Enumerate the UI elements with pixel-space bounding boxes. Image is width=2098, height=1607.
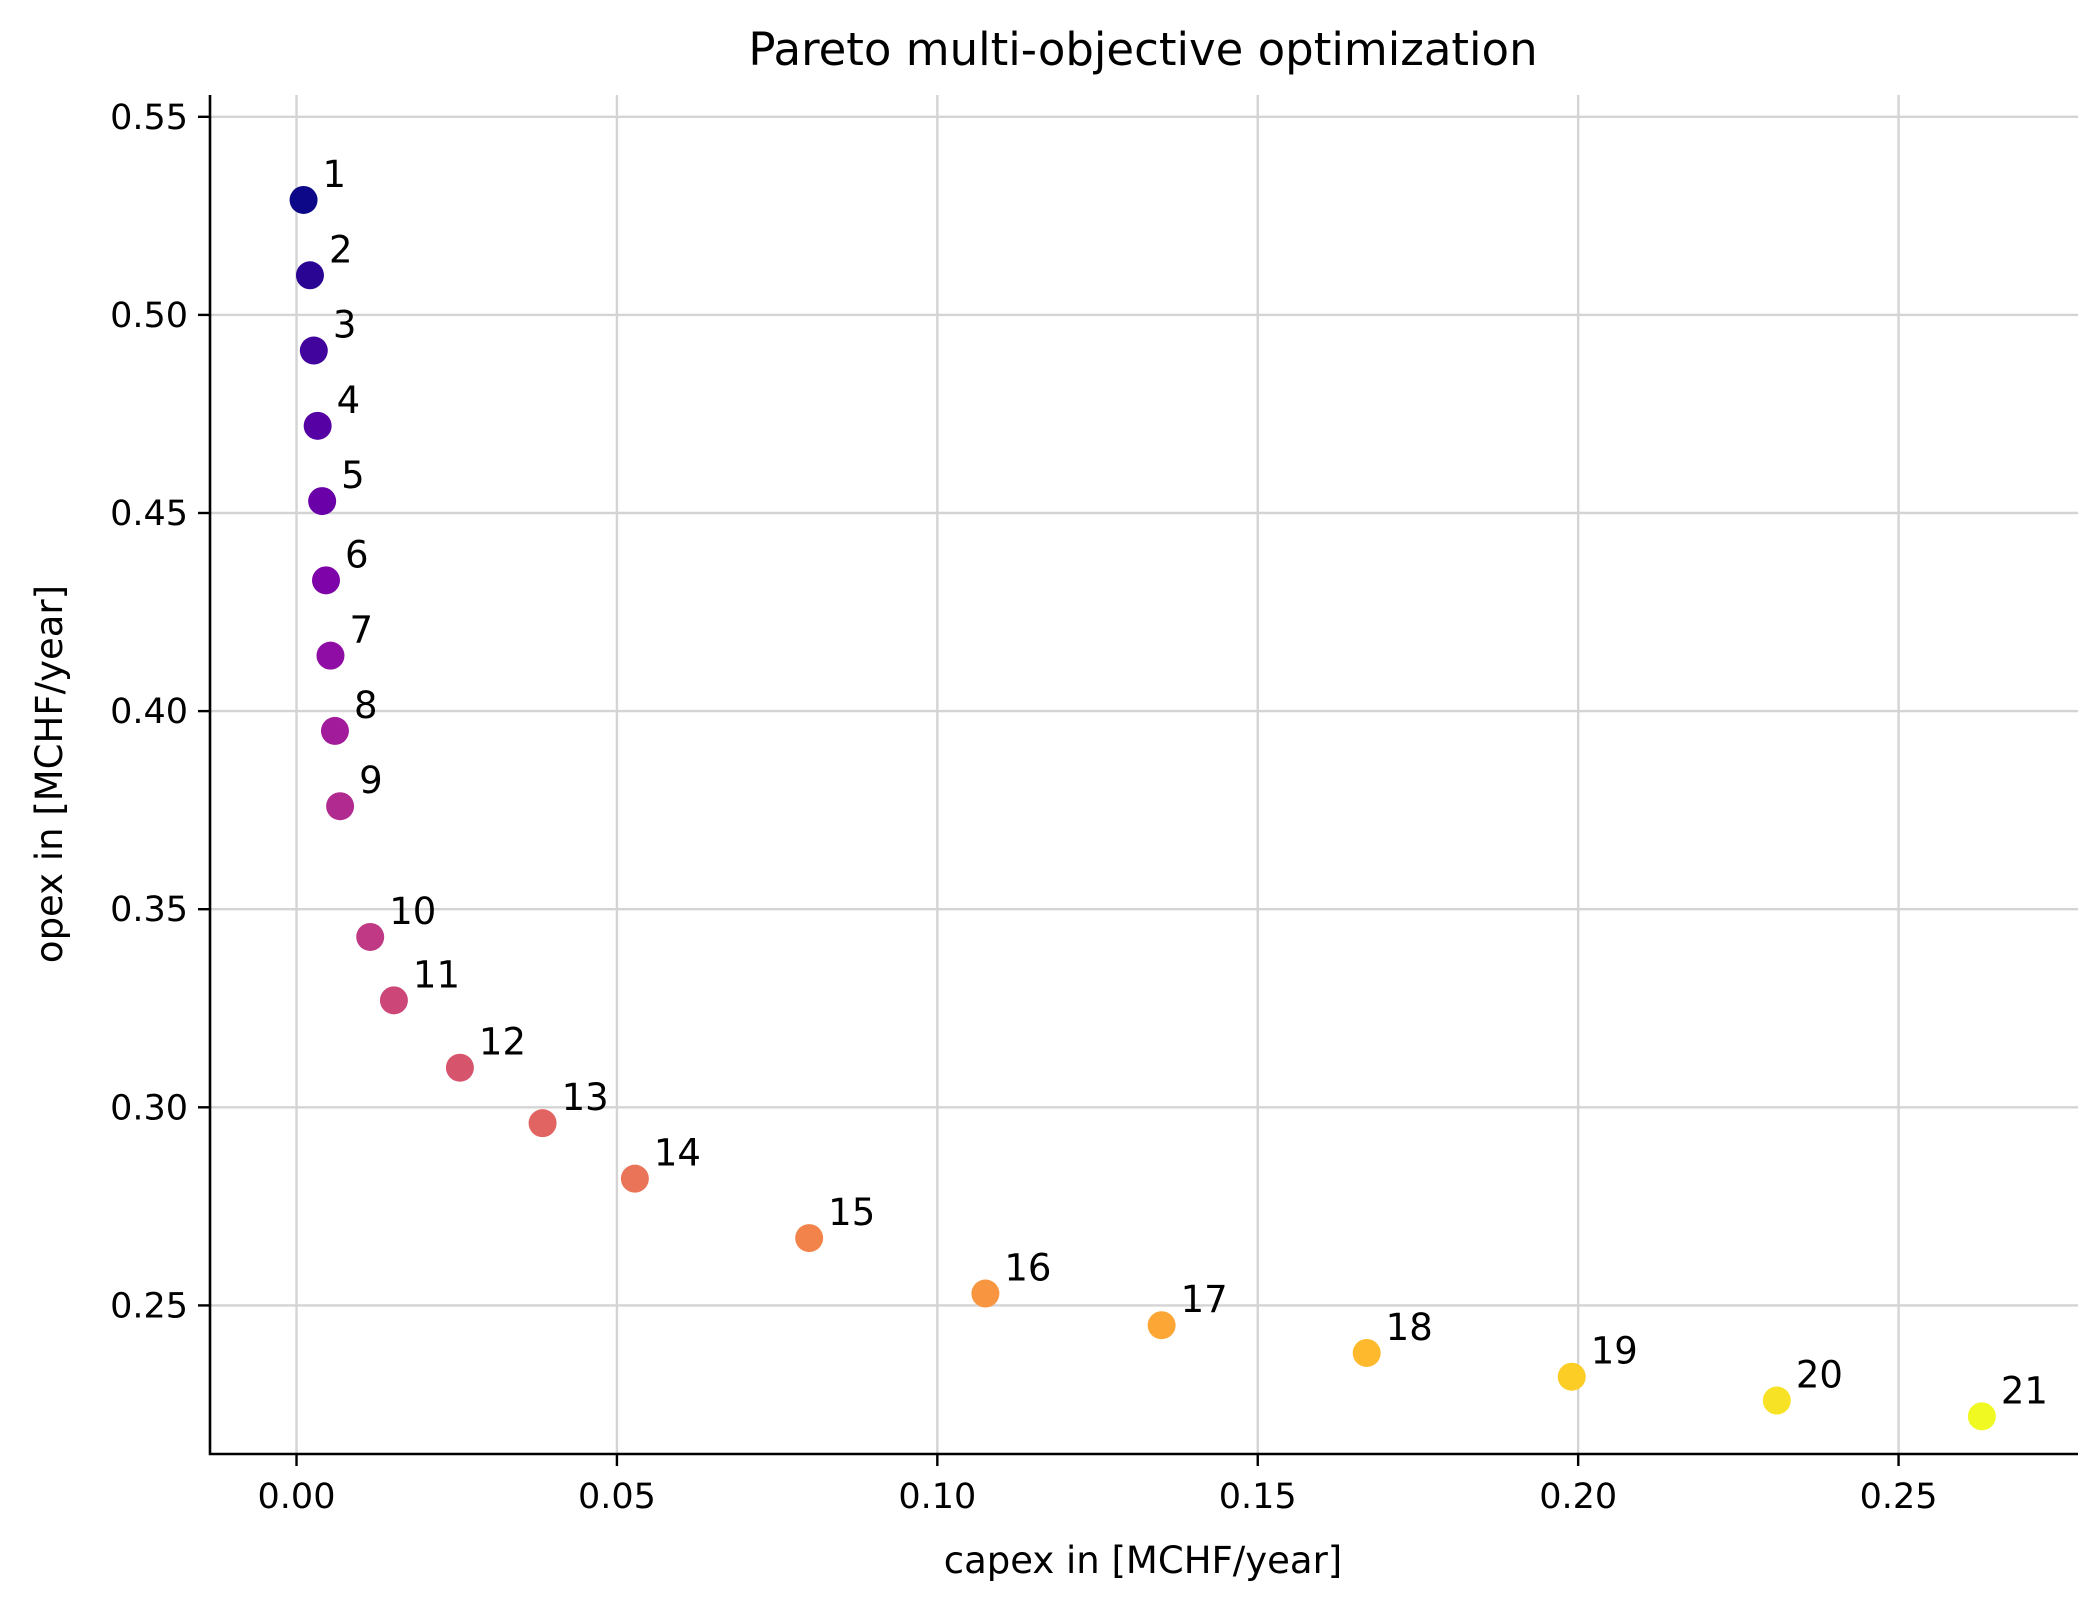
point-label-2: 2 — [329, 228, 353, 271]
point-label-14: 14 — [654, 1132, 701, 1175]
y-tick-label: 0.55 — [110, 98, 188, 138]
point-label-16: 16 — [1004, 1247, 1051, 1290]
data-point-18 — [1352, 1338, 1381, 1367]
point-label-6: 6 — [345, 533, 369, 576]
y-axis-ticks: 0.25 0.30 0.35 0.40 0.45 0.50 0.55 — [110, 98, 210, 1326]
chart-title: Pareto multi-objective optimization — [748, 23, 1537, 76]
y-tick-label: 0.50 — [110, 296, 188, 336]
axis-spines — [208, 95, 2078, 1456]
point-label-13: 13 — [562, 1076, 609, 1119]
data-point-9 — [326, 792, 355, 821]
point-label-3: 3 — [333, 304, 357, 347]
x-tick-label: 0.15 — [1219, 1477, 1297, 1517]
x-gridlines — [295, 95, 1900, 1454]
point-label-9: 9 — [359, 759, 383, 802]
point-label-18: 18 — [1386, 1306, 1433, 1349]
x-tick-label: 0.05 — [578, 1477, 656, 1517]
point-label-12: 12 — [479, 1021, 526, 1064]
point-label-1: 1 — [323, 153, 347, 196]
data-point-4 — [303, 411, 332, 440]
data-point-21 — [1967, 1402, 1996, 1431]
data-point-10 — [356, 922, 385, 951]
data-point-11 — [379, 986, 408, 1015]
data-point-17 — [1147, 1311, 1176, 1340]
data-point-1 — [289, 185, 318, 214]
x-tick-label: 0.10 — [898, 1477, 976, 1517]
point-label-7: 7 — [349, 609, 373, 652]
y-gridlines — [210, 115, 2078, 1307]
y-tick-label: 0.45 — [110, 494, 188, 534]
data-point-20 — [1762, 1386, 1791, 1415]
point-label-20: 20 — [1796, 1354, 1843, 1397]
point-label-17: 17 — [1181, 1278, 1228, 1321]
point-label-4: 4 — [337, 379, 361, 422]
data-point-2 — [295, 261, 324, 290]
data-point-14 — [620, 1164, 649, 1193]
y-tick-label: 0.25 — [110, 1286, 188, 1326]
point-label-10: 10 — [389, 890, 436, 933]
point-label-5: 5 — [341, 454, 365, 497]
point-label-8: 8 — [354, 684, 378, 727]
point-label-19: 19 — [1591, 1330, 1638, 1373]
x-axis-label: capex in [MCHF/year] — [944, 1539, 1343, 1582]
x-tick-label: 0.25 — [1860, 1477, 1938, 1517]
data-point-7 — [316, 641, 345, 670]
data-point-19 — [1557, 1362, 1586, 1391]
data-point-6 — [311, 566, 340, 595]
data-point-5 — [308, 487, 337, 516]
data-point-16 — [971, 1279, 1000, 1308]
point-label-21: 21 — [2001, 1369, 2048, 1412]
data-point-3 — [299, 336, 328, 365]
y-tick-label: 0.35 — [110, 890, 188, 930]
data-point-15 — [795, 1224, 824, 1253]
y-tick-label: 0.40 — [110, 692, 188, 732]
x-axis-ticks: 0.00 0.05 0.10 0.15 0.20 0.25 — [258, 1454, 1938, 1517]
y-axis-label: opex in [MCHF/year] — [28, 585, 71, 963]
point-label-15: 15 — [828, 1191, 875, 1234]
point-label-11: 11 — [413, 953, 460, 996]
data-point-12 — [445, 1053, 474, 1082]
x-tick-label: 0.00 — [258, 1477, 336, 1517]
y-tick-label: 0.30 — [110, 1088, 188, 1128]
x-tick-label: 0.20 — [1539, 1477, 1617, 1517]
data-point-13 — [528, 1109, 557, 1138]
data-point-8 — [320, 716, 349, 745]
